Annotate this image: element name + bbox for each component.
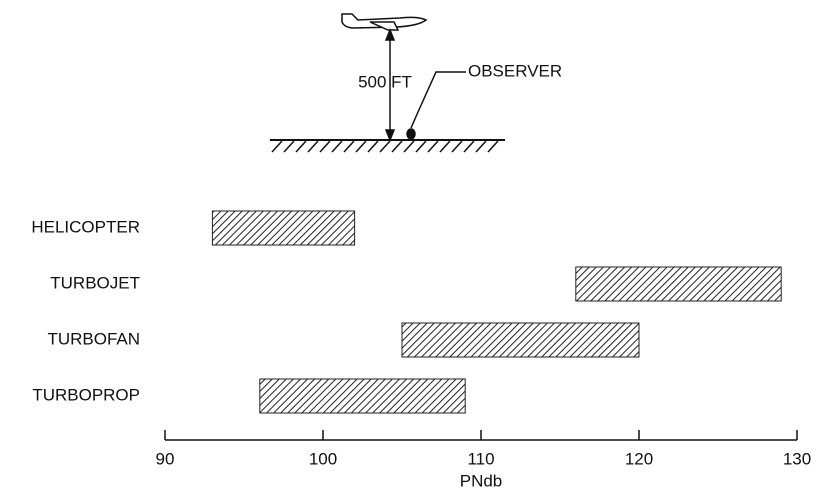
x-tick-label: 120 xyxy=(625,449,653,468)
y-tick-label: TURBOPROP xyxy=(32,385,140,404)
annotation: 500 FT xyxy=(358,72,412,91)
range-bar xyxy=(401,322,640,358)
x-tick-label: 100 xyxy=(309,449,337,468)
scene-diagram xyxy=(270,13,505,153)
range-bar xyxy=(575,266,782,302)
x-tick-label: 90 xyxy=(156,449,175,468)
x-axis-label: PNdb xyxy=(460,471,503,490)
x-tick-label: 110 xyxy=(467,449,494,468)
range-bar xyxy=(211,210,356,246)
y-tick-label: HELICOPTER xyxy=(31,217,140,236)
range-bar xyxy=(259,378,466,414)
x-tick-label: 130 xyxy=(783,449,811,468)
y-tick-label: TURBOFAN xyxy=(47,329,140,348)
annotation: OBSERVER xyxy=(468,61,562,80)
y-tick-label: TURBOJET xyxy=(50,273,140,292)
